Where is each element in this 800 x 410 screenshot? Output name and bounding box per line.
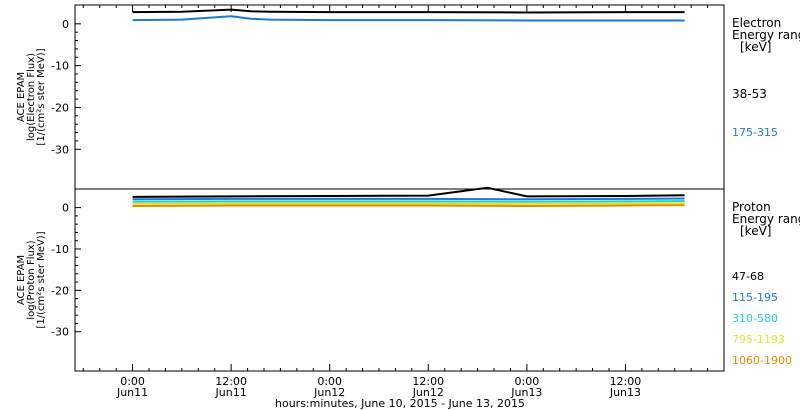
series-line-115-195 — [132, 197, 685, 201]
y-axis-label-line: [1/(cm²s ster MeV)] — [36, 231, 47, 328]
x-tick-day: Jun11 — [116, 386, 148, 399]
series-line-795-1193 — [132, 202, 685, 205]
legend-title-line: Energy ranges — [732, 212, 800, 226]
x-tick-time: 12:00 — [412, 375, 444, 388]
electron-panel: 0 -10 -20 -30 ACE EPAMlog(Electron Flux)[1/(… — [16, 4, 800, 190]
y-tick-label: 0 — [62, 18, 69, 31]
x-axis-title: hours:minutes, June 10, 2015 - June 13, … — [275, 397, 525, 410]
legend-title-line: [keV] — [740, 40, 771, 54]
legend-entry: 115-195 — [732, 291, 778, 304]
legend-entry: 38-53 — [732, 87, 767, 101]
x-tick-time: 12:00 — [610, 375, 642, 388]
x-tick-time: 0:00 — [317, 375, 342, 388]
x-tick-time: 0:00 — [515, 375, 540, 388]
x-tick-day: Jun12 — [313, 386, 345, 399]
series-line-1060-1900 — [132, 204, 685, 208]
legend-title-line: Proton — [732, 200, 771, 214]
legend-title-line: Energy ranges — [732, 28, 800, 42]
y-tick-label: -30 — [51, 326, 69, 339]
y-tick-label: 0 — [62, 202, 69, 215]
y-axis-label-line: ACE EPAM — [16, 72, 27, 122]
series-line-47-68 — [132, 186, 685, 198]
y-axis-label-line: log(Electron Flux) — [26, 53, 37, 141]
series-line-175-315 — [132, 15, 685, 22]
y-axis-label-line: log(Proton Flux) — [26, 240, 37, 319]
legend-title-line: [keV] — [740, 224, 771, 238]
plot-frame — [74, 188, 725, 372]
y-axis-label: ACE EPAMlog(Electron Flux)[1/(cm²s ster … — [16, 48, 47, 145]
y-axis-label-line: [1/(cm²s ster MeV)] — [36, 48, 47, 145]
x-tick-day: Jun13 — [510, 386, 542, 399]
legend-title-line: Electron — [732, 16, 781, 30]
legend-entry: 1060-1900 — [732, 354, 792, 367]
legend-entry: 310-580 — [732, 312, 778, 325]
y-tick-label: -10 — [51, 60, 69, 73]
plot-frame — [74, 4, 725, 190]
x-tick-day: Jun11 — [215, 386, 247, 399]
x-tick-day: Jun12 — [412, 386, 444, 399]
x-tick-time: 12:00 — [215, 375, 247, 388]
y-tick-label: -30 — [51, 143, 69, 156]
y-tick-label: -20 — [51, 284, 69, 297]
series-line-38-53 — [132, 8, 685, 14]
y-axis-label: ACE EPAMlog(Proton Flux)[1/(cm²s ster Me… — [16, 231, 47, 328]
x-tick-day: Jun13 — [609, 386, 641, 399]
y-tick-label: -10 — [51, 243, 69, 256]
y-tick-label: -20 — [51, 101, 69, 114]
x-axis: 0:00Jun1112:00Jun110:00Jun1212:00Jun120:… — [82, 5, 709, 410]
y-axis-label-line: ACE EPAM — [16, 255, 27, 305]
proton-panel: 0 -10 -20 -30 ACE EPAMlog(Proton Flux)[1/(cm… — [16, 186, 800, 372]
series-line-310-580 — [132, 200, 685, 203]
x-tick-time: 0:00 — [120, 375, 145, 388]
legend-entry: 795-1193 — [732, 333, 785, 346]
legend-entry: 47-68 — [732, 270, 764, 283]
legend-entry: 175-315 — [732, 126, 778, 139]
